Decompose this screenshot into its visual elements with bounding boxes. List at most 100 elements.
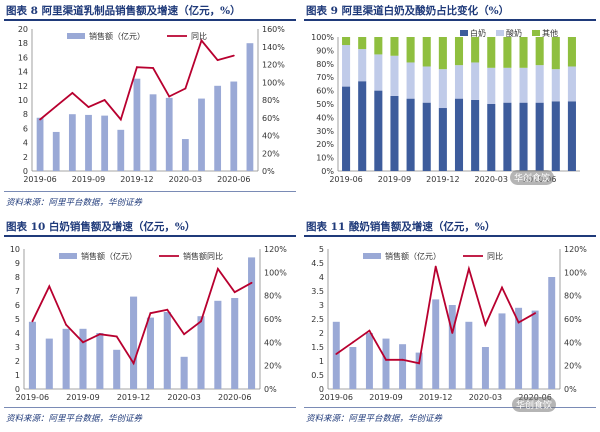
x-tick-label: 2020-03: [475, 175, 508, 184]
y2-tick-label: 120%: [262, 61, 285, 70]
bar-yogurt: [503, 67, 512, 103]
bar: [28, 321, 36, 389]
y2-tick-label: 60%: [262, 114, 280, 123]
bar: [365, 333, 373, 389]
y-tick-label: 10: [18, 96, 28, 105]
bar: [101, 115, 109, 171]
legend-label: 白奶: [470, 28, 486, 38]
bar-milk: [487, 104, 496, 171]
bar: [62, 328, 70, 389]
y-tick-label: 6: [15, 301, 20, 310]
y-tick-label: 8: [23, 110, 28, 119]
y2-tick-label: 100%: [262, 78, 285, 87]
y-tick-label: 5: [319, 245, 324, 254]
bar: [36, 117, 44, 171]
bar-other: [535, 37, 544, 66]
chart-11-svg: 0 0.5 1 1.5 2 2.5 3 3.5 4 4.5 5 0% 20% 40% 60% 80% 100% 1…: [311, 245, 587, 402]
line-point: [451, 332, 454, 334]
y-tick-label: 3: [15, 343, 20, 352]
line-point: [484, 323, 487, 326]
y-tick-label: 4: [15, 329, 20, 338]
line-point: [71, 92, 74, 94]
line-point: [132, 362, 135, 365]
line-point: [517, 321, 520, 324]
x-tick-label: 2020-03: [167, 393, 200, 402]
y-tick-label: 10: [10, 245, 20, 254]
line-point: [250, 281, 253, 284]
legend-label: 销售额（亿元）: [81, 251, 137, 261]
bar: [68, 114, 76, 171]
bar: [231, 298, 239, 389]
y2-tick-label: 20%: [564, 362, 582, 371]
x-tick-label: 2019-06: [23, 175, 56, 184]
bar-milk: [454, 98, 464, 171]
y-tick-label: 2: [319, 329, 324, 338]
watermark: 华创食饮: [512, 397, 557, 412]
bar-other: [454, 37, 464, 66]
bar-yogurt: [406, 62, 415, 99]
title-rule: [304, 235, 596, 237]
bar-other: [438, 37, 447, 70]
panel-chart-8: 图表 8 阿里渠道乳制品销售额及增速（亿元，%） 0 2 4 6 8 10 12 14 16 18…: [0, 0, 300, 216]
legend-swatch-bar: [59, 253, 77, 259]
legend-label: 同比: [191, 31, 207, 41]
bar-yogurt: [438, 69, 447, 109]
line-point: [467, 267, 470, 270]
bar-other: [487, 37, 496, 68]
y-tick-label: 6: [23, 124, 28, 133]
x-tick-label: 2019-12: [419, 393, 452, 402]
y-tick-label: 4.5: [311, 259, 324, 268]
bar-other: [471, 37, 480, 63]
bar-milk: [374, 90, 383, 171]
bar: [415, 352, 423, 389]
line-point: [434, 265, 437, 268]
bar-milk: [422, 102, 431, 171]
bar-milk: [390, 95, 399, 171]
bar: [133, 78, 141, 171]
line-point: [216, 59, 219, 61]
bar-other: [519, 37, 528, 68]
bar-yogurt: [390, 55, 399, 96]
y-tick-label: 8: [15, 273, 20, 282]
bar-yogurt: [487, 67, 496, 104]
y2-tick-label: 60%: [564, 315, 582, 324]
y-tick-label: 1: [15, 371, 20, 380]
legend-swatch: [460, 30, 468, 36]
chart-9-svg: 0% 10% 20% 30% 40% 50% 60% 70% 80% 90% 100% 2019-06…: [311, 28, 580, 184]
line-point: [82, 341, 84, 344]
y-tick-label: 20: [18, 25, 28, 34]
bar-other: [503, 37, 512, 68]
legend-label: 酸奶: [506, 28, 522, 38]
bar-other: [422, 37, 431, 67]
y-tick-label: 10%: [316, 154, 334, 163]
bar: [465, 321, 473, 389]
line-point: [65, 323, 68, 326]
y2-tick-label: 0%: [262, 167, 275, 176]
legend-swatch: [532, 30, 540, 36]
watermark: 华创食饮: [510, 170, 555, 185]
legend-label: 销售额（亿元）: [385, 251, 441, 261]
panel-chart-9: 图表 9 阿里渠道白奶及酸奶占比变化（%） 0% 10% 20% 30% 40% 50% 6…: [300, 0, 600, 216]
bar-other: [551, 37, 560, 70]
y-tick-label: 2: [15, 357, 20, 366]
x-tick-label: 2019-09: [369, 393, 402, 402]
line-point: [149, 312, 152, 315]
y2-tick-label: 0%: [264, 385, 277, 394]
line-point: [98, 333, 101, 336]
bar: [198, 98, 205, 171]
line-point: [136, 66, 138, 69]
bar: [117, 129, 125, 171]
bar-other: [567, 37, 576, 67]
chart-title: 图表 9 阿里渠道白奶及酸奶占比变化（%）: [306, 5, 510, 17]
x-tick-label: 2019-09: [66, 393, 99, 402]
x-tick-label: 2019-06: [16, 393, 49, 402]
x-tick-label: 2019-12: [120, 175, 153, 184]
chart-title: 图表 11 酸奶销售额及增速（亿元，%）: [306, 221, 496, 233]
x-tick-label: 2019-06: [329, 175, 362, 184]
y-tick-label: 2.5: [311, 315, 324, 324]
line-point: [31, 320, 34, 323]
title-rule: [4, 235, 296, 237]
x-tick-label: 2020-03: [469, 393, 502, 402]
bar: [146, 317, 154, 389]
line-point: [368, 329, 371, 332]
